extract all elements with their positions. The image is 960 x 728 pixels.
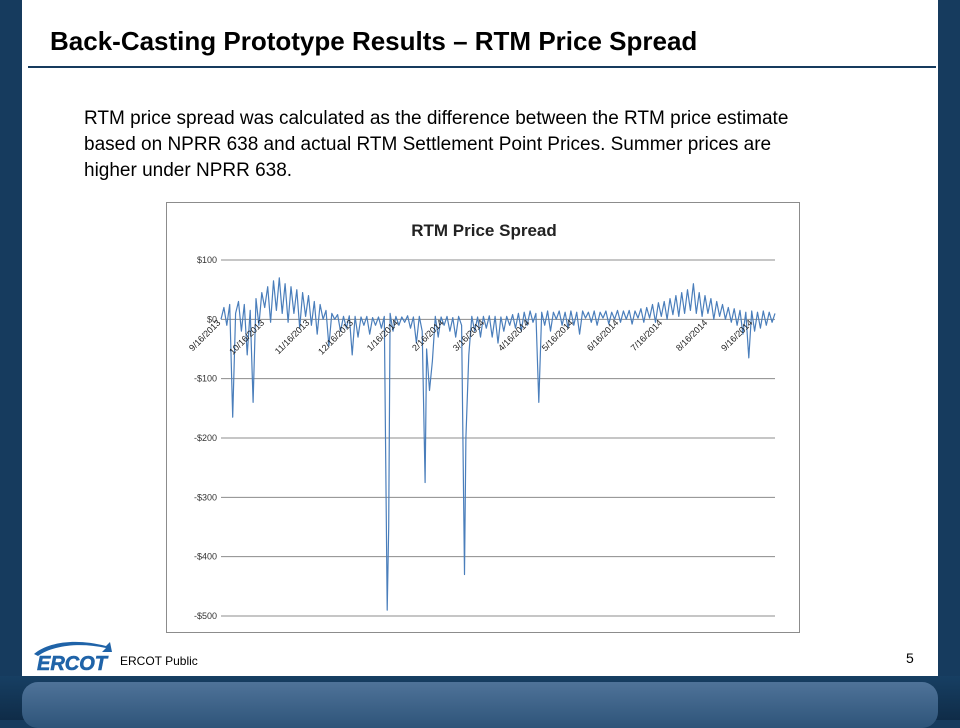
y-tick-label: $100 <box>197 255 217 265</box>
ercot-logo: ERCOT <box>34 641 112 675</box>
slide-body-text: RTM price spread was calculated as the d… <box>84 108 789 181</box>
x-tick-label: 6/16/2014 <box>585 318 620 353</box>
gridlines <box>221 259 775 617</box>
y-axis-tick-labels: $100 $0 -$100 -$200 -$300 -$400 -$500 <box>194 255 217 621</box>
series-line <box>220 277 776 611</box>
x-tick-label: 7/16/2014 <box>629 318 664 353</box>
footer-decoration <box>22 682 938 728</box>
x-tick-label: 8/16/2014 <box>674 318 709 353</box>
y-tick-label: -$300 <box>194 492 217 502</box>
slide-title: Back-Casting Prototype Results – RTM Pri… <box>50 26 698 56</box>
page-number: 5 <box>906 650 914 666</box>
x-tick-label: 12/16/2013 <box>316 318 355 357</box>
chart-title: RTM Price Spread <box>411 221 557 240</box>
x-tick-label: 9/16/2013 <box>187 318 222 353</box>
title-divider <box>28 66 936 68</box>
y-tick-label: -$200 <box>194 433 217 443</box>
chart-frame: RTM Price Spread $100 $0 -$100 -$200 -$300 -$… <box>166 202 800 633</box>
y-tick-label: -$500 <box>194 611 217 621</box>
y-tick-label: $0 <box>207 314 217 324</box>
x-tick-label: 11/16/2013 <box>273 318 311 356</box>
y-tick-label: -$100 <box>194 374 217 384</box>
series-layer <box>220 277 776 611</box>
logo-wordmark: ERCOT <box>37 653 109 675</box>
footer-classification-label: ERCOT Public <box>120 654 198 668</box>
y-tick-label: -$400 <box>194 552 217 562</box>
rtm-price-spread-chart: RTM Price Spread $100 $0 -$100 -$200 -$300 -$… <box>187 221 776 621</box>
